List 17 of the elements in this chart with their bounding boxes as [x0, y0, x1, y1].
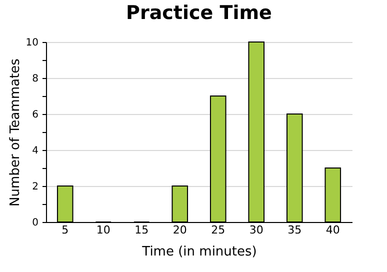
- x-tick-label: 35: [288, 224, 302, 236]
- y-tick-label: 8: [32, 74, 38, 84]
- x-tick-label: 40: [326, 224, 340, 236]
- chart-title: Practice Time: [126, 2, 272, 24]
- y-axis-title: Number of Teammates: [8, 58, 23, 206]
- y-tick-label: 0: [32, 218, 38, 228]
- x-tick-label: 5: [62, 224, 69, 236]
- y-tick-label: 10: [26, 38, 38, 48]
- x-tick-label: 25: [211, 224, 226, 236]
- x-axis-title: Time (in minutes): [141, 244, 257, 260]
- x-tick-label: 15: [134, 224, 149, 236]
- x-tick-label: 10: [96, 224, 110, 236]
- x-tick-label: 20: [172, 224, 187, 236]
- x-tick-label: 30: [249, 224, 264, 236]
- y-tick-label: 2: [32, 182, 38, 192]
- y-tick-label: 4: [32, 146, 38, 156]
- y-tick-label: 6: [32, 110, 38, 120]
